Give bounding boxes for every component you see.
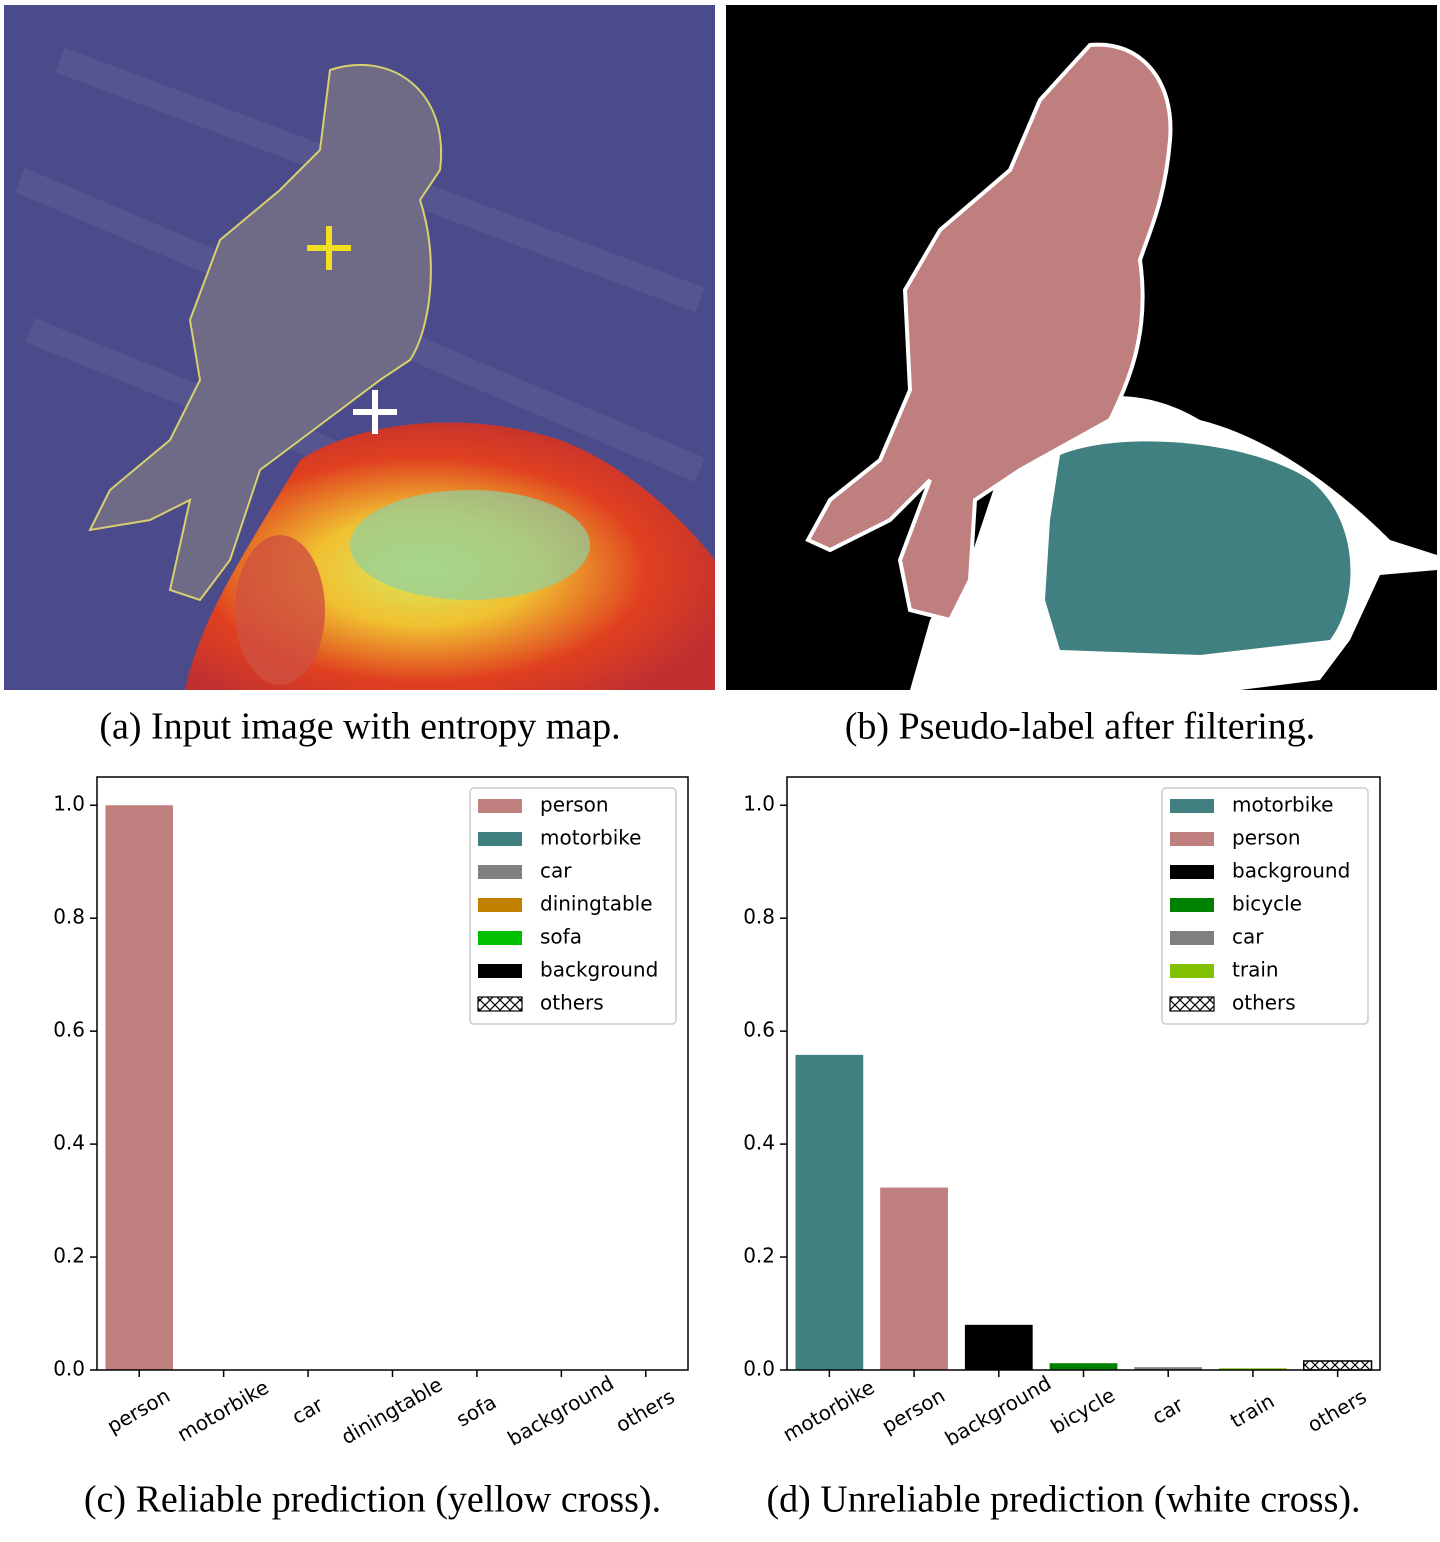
legend-label: others xyxy=(1232,991,1296,1015)
y-tick-label: 0.6 xyxy=(53,1018,85,1042)
legend-label: car xyxy=(1232,925,1264,949)
legend-label: diningtable xyxy=(540,892,653,916)
x-tick-label: person xyxy=(103,1383,174,1438)
legend-label: background xyxy=(540,958,658,982)
y-tick-label: 0.2 xyxy=(53,1244,85,1268)
x-tick-label: motorbike xyxy=(779,1375,879,1447)
bar xyxy=(1219,1368,1287,1370)
x-tick-label: person xyxy=(878,1383,949,1438)
legend-swatch xyxy=(478,832,522,846)
axes-frame xyxy=(96,776,689,1371)
caption: (d) Unreliable prediction (white cross). xyxy=(766,1479,1360,1521)
legend-swatch xyxy=(1170,898,1214,912)
y-tick-label: 0.8 xyxy=(743,905,775,929)
y-tick-label: 1.0 xyxy=(743,792,775,816)
bar xyxy=(880,1187,948,1370)
x-tick-label: diningtable xyxy=(337,1372,446,1449)
x-tick-label: sofa xyxy=(452,1390,500,1432)
x-tick-label: others xyxy=(611,1384,678,1437)
legend-swatch xyxy=(478,865,522,879)
bar xyxy=(964,1324,1033,1370)
y-tick-label: 0.8 xyxy=(53,905,85,929)
bar xyxy=(1134,1367,1203,1370)
x-tick-label: motorbike xyxy=(173,1375,273,1447)
legend-swatch xyxy=(478,931,522,945)
legend-swatch xyxy=(1170,832,1214,846)
y-tick-label: 0.2 xyxy=(743,1244,775,1268)
legend-swatch xyxy=(478,799,522,813)
pseudo-label-image xyxy=(726,5,1437,690)
caption: (b) Pseudo-label after filtering. xyxy=(845,706,1316,748)
legend-swatch xyxy=(1170,865,1214,879)
y-tick-label: 0.4 xyxy=(53,1131,85,1155)
legend-swatch xyxy=(477,996,523,1012)
x-tick-label: background xyxy=(503,1371,617,1451)
x-tick-label: bicycle xyxy=(1046,1383,1119,1439)
bar xyxy=(105,805,173,1370)
bar xyxy=(795,1054,864,1370)
legend-swatch xyxy=(1170,799,1214,813)
legend-label: train xyxy=(1232,958,1279,982)
bar xyxy=(1303,1360,1373,1371)
y-tick-label: 0.0 xyxy=(743,1357,775,1381)
caption: (a) Input image with entropy map. xyxy=(99,706,620,748)
y-tick-label: 0.0 xyxy=(53,1357,85,1381)
x-tick-label: car xyxy=(288,1392,328,1429)
bar xyxy=(1049,1363,1118,1370)
legend-label: bicycle xyxy=(1232,892,1302,916)
legend-label: car xyxy=(540,859,572,883)
x-tick-label: others xyxy=(1303,1384,1370,1437)
legend-swatch xyxy=(1170,964,1214,978)
axes-frame xyxy=(786,776,1381,1371)
caption: (c) Reliable prediction (yellow cross). xyxy=(84,1479,661,1521)
legend-label: others xyxy=(540,991,604,1015)
legend-label: sofa xyxy=(540,925,582,949)
legend-swatch xyxy=(1170,931,1214,945)
y-tick-label: 0.4 xyxy=(743,1131,775,1155)
x-tick-label: car xyxy=(1148,1392,1188,1429)
x-tick-label: background xyxy=(941,1371,1055,1451)
x-tick-label: train xyxy=(1226,1389,1278,1433)
entropy-image xyxy=(4,5,715,690)
legend-swatch xyxy=(1169,996,1215,1012)
legend-label: motorbike xyxy=(1232,793,1333,817)
legend-swatch xyxy=(478,898,522,912)
legend-label: person xyxy=(1232,826,1301,850)
legend-label: person xyxy=(540,793,609,817)
y-tick-label: 0.6 xyxy=(743,1018,775,1042)
legend-swatch xyxy=(478,964,522,978)
legend-label: background xyxy=(1232,859,1350,883)
legend-label: motorbike xyxy=(540,826,641,850)
y-tick-label: 1.0 xyxy=(53,792,85,816)
